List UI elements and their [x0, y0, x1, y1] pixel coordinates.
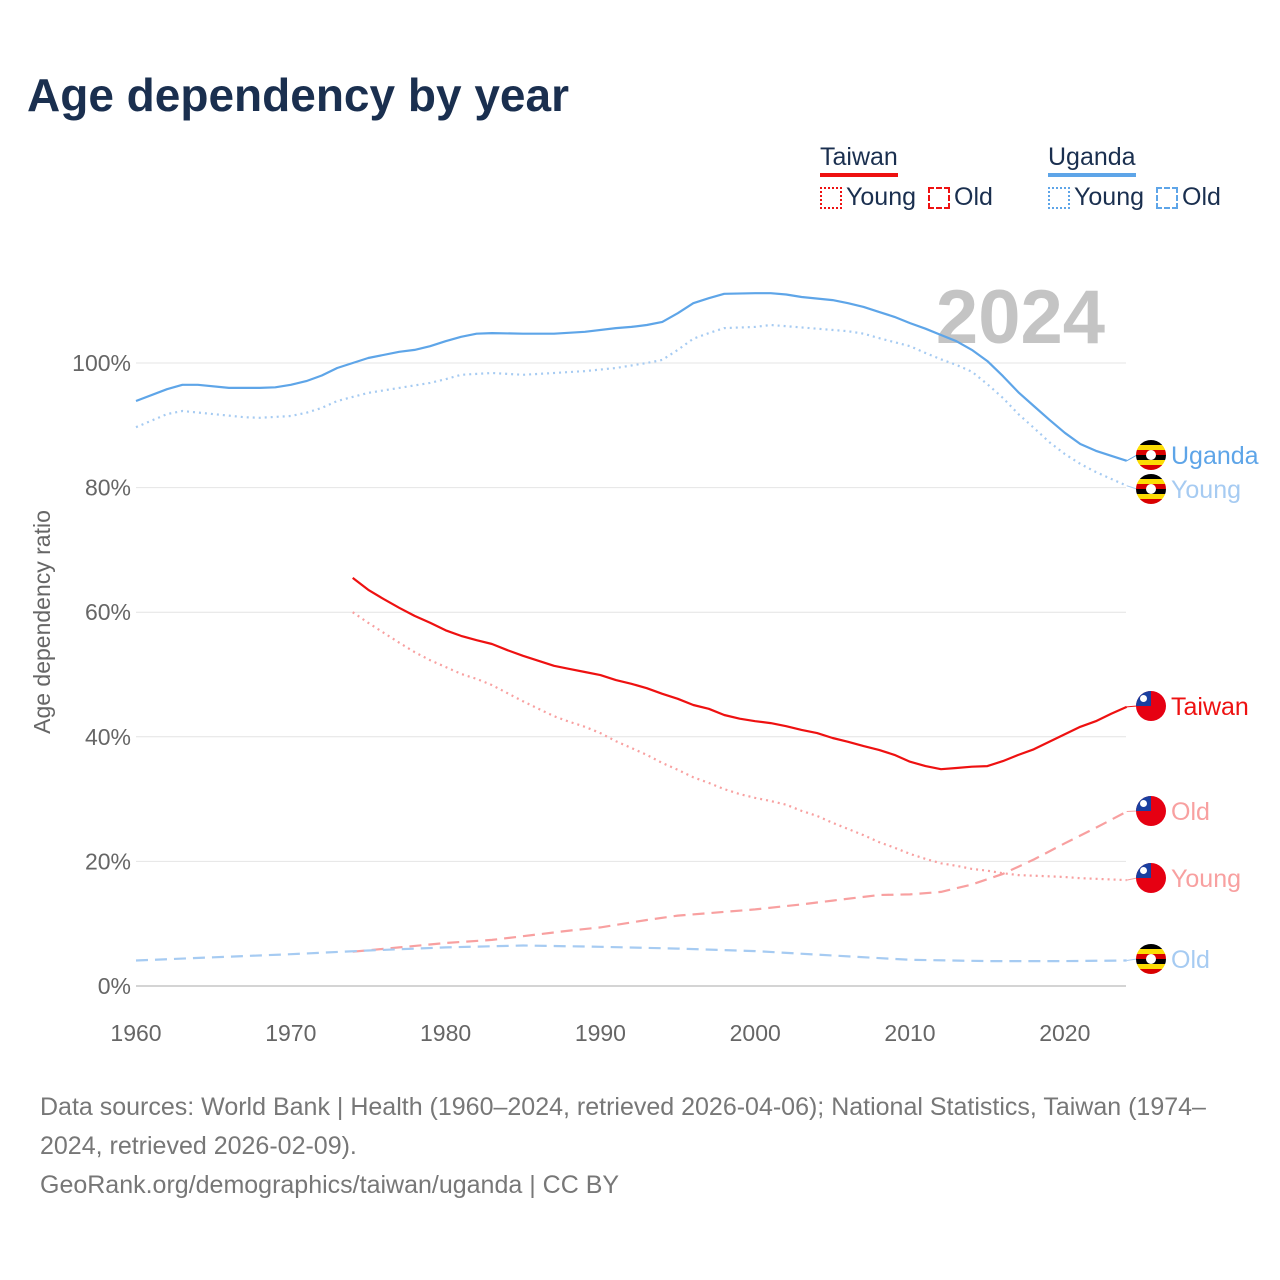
series-line-uganda	[135, 292, 1128, 462]
chart-plot: 2024 0% 20% 40% 60% 80% 100% 1960 1970 1980 1990 20…	[29, 275, 1259, 1046]
data-sources: Data sources: World Bank | Health (1960–…	[40, 1093, 1206, 1160]
legend-uganda[interactable]: Uganda	[1048, 143, 1136, 177]
series-line-uganda-old	[135, 944, 1127, 963]
x-tick-label: 1980	[420, 1020, 471, 1046]
x-tick-label: 1960	[110, 1020, 161, 1046]
series-end-label: Uganda	[1171, 442, 1259, 470]
legend-group-uganda: Uganda Young Old	[1048, 143, 1221, 211]
series-end-label: Old	[1171, 798, 1210, 826]
y-tick-label: 0%	[98, 973, 131, 999]
source-link[interactable]: GeoRank.org/demographics/taiwan/uganda |…	[40, 1171, 620, 1199]
legend-taiwan-young[interactable]: Young	[820, 183, 916, 212]
legend-taiwan[interactable]: Taiwan	[820, 143, 898, 177]
series-line-uganda-young	[135, 323, 1128, 487]
series-end-label: Young	[1171, 865, 1241, 893]
label-connector	[1126, 810, 1138, 813]
legend-label: Old	[954, 183, 993, 211]
y-axis-label: Age dependency ratio	[29, 510, 55, 734]
chart-title: Age dependency by year	[27, 69, 569, 121]
legend-label: Old	[1182, 183, 1221, 211]
legend-taiwan-old[interactable]: Old	[928, 183, 993, 212]
x-tick-label: 2000	[730, 1020, 781, 1046]
y-tick-label: 80%	[85, 475, 131, 501]
taiwan-flag-icon	[1136, 863, 1166, 893]
legend-uganda-row: Young Old	[1048, 183, 1221, 212]
legend-uganda-young[interactable]: Young	[1048, 183, 1144, 212]
label-connector	[1126, 485, 1138, 490]
y-tick-label: 40%	[85, 724, 131, 750]
year-watermark: 2024	[936, 275, 1105, 360]
uganda-flag-icon	[1136, 440, 1166, 470]
footer: Data sources: World Bank | Health (1960–…	[40, 1088, 1250, 1205]
label-connector	[1126, 958, 1138, 961]
y-tick-label: 60%	[85, 599, 131, 625]
series-line-taiwan-old	[352, 810, 1128, 953]
x-tick-label: 2020	[1039, 1020, 1090, 1046]
x-tick-label: 1990	[575, 1020, 626, 1046]
legend-group-taiwan: Taiwan Young Old	[820, 143, 993, 211]
dashed-swatch-icon	[1156, 186, 1178, 209]
taiwan-flag-icon	[1136, 691, 1166, 721]
series-end-label: Taiwan	[1171, 693, 1249, 721]
uganda-flag-icon	[1136, 944, 1166, 974]
series-end-label: Young	[1171, 476, 1241, 504]
legend-label: Young	[1074, 183, 1144, 211]
legend-taiwan-row: Young Old	[820, 183, 993, 212]
dotted-swatch-icon	[820, 186, 842, 209]
legend-uganda-old[interactable]: Old	[1156, 183, 1221, 212]
dotted-swatch-icon	[1048, 186, 1070, 209]
x-tick-label: 2010	[884, 1020, 935, 1046]
x-tick-label: 1970	[265, 1020, 316, 1046]
series-line-taiwan-young	[352, 611, 1127, 882]
label-connector	[1126, 877, 1138, 881]
series-end-label: Old	[1171, 946, 1210, 974]
series-line-taiwan	[352, 577, 1128, 771]
uganda-flag-icon	[1136, 474, 1166, 504]
y-tick-label: 20%	[85, 848, 131, 874]
legend-label: Young	[846, 183, 916, 211]
label-connector	[1126, 705, 1138, 708]
dashed-swatch-icon	[928, 186, 950, 209]
label-connector	[1126, 454, 1138, 462]
y-tick-label: 100%	[72, 350, 131, 376]
taiwan-flag-icon	[1136, 796, 1166, 826]
